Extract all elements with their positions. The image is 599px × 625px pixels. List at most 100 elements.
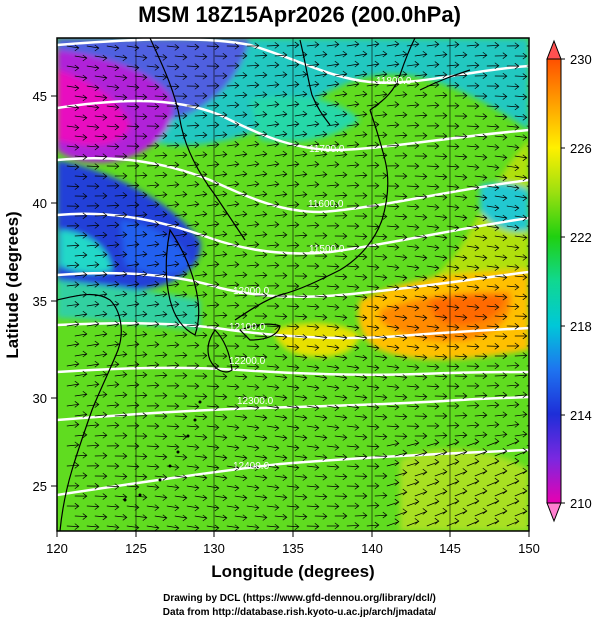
wind-arrow [214,291,228,299]
wind-arrow [446,163,460,171]
wind-arrow [494,447,508,457]
wind-arrow [466,363,480,370]
wind-arrow [174,454,188,461]
wind-arrow [426,363,440,371]
wind-arrow [234,291,248,299]
wind-arrow [354,334,368,342]
wind-arrow [446,41,460,48]
wind-arrow [466,244,480,252]
wind-arrow [274,494,288,501]
wind-arrow [254,130,268,138]
wind-arrow [514,214,528,222]
wind-arrow [406,304,420,312]
wind-arrow [254,150,268,158]
wind-arrow [246,221,260,228]
wind-arrow [86,104,100,111]
wind-arrow [334,453,348,461]
wind-arrow [414,468,428,477]
wind-arrow [494,93,508,100]
wind-arrow [234,111,248,118]
wind-arrow [314,454,328,461]
wind-arrow [454,412,468,419]
wind-arrow [94,212,108,219]
wind-arrow [146,103,160,110]
wind-arrow [535,74,547,80]
wind-arrow [246,200,260,208]
wind-arrow [494,293,508,301]
wind-arrow [326,384,340,392]
wind-arrow [146,422,160,430]
wind-arrow [166,484,180,491]
wind-arrow [354,90,368,98]
wind-arrow [486,103,500,110]
wind-arrow [506,83,520,90]
wind-arrow [486,497,500,507]
wind-arrow [234,131,248,138]
wind-arrow [234,91,248,99]
wind-arrow [386,142,400,149]
wind-arrow [94,114,108,121]
wind-arrow [154,331,168,338]
wind-arrow [446,517,460,527]
wind-arrow [486,164,500,171]
wind-arrow [114,350,128,358]
wind-arrow [366,364,380,372]
y-tick-label: 40 [33,196,47,211]
wind-arrow [334,294,348,301]
wind-arrow [254,251,268,259]
wind-arrow [406,244,420,251]
wind-arrow [154,392,168,399]
wind-arrow [354,253,368,261]
coastlines [57,38,471,531]
wind-arrow [386,101,400,108]
wind-arrow [474,214,488,222]
wind-arrow [294,211,308,219]
wind-arrow [466,517,480,527]
wind-arrow [486,224,500,232]
wind-arrow [154,351,168,359]
wind-arrow [74,330,88,338]
wind-arrow [514,52,528,60]
wind-arrow [254,292,268,299]
wind-arrow [354,512,368,519]
wind-arrow [386,40,400,48]
wind-arrow [114,211,128,219]
wind-arrow [434,234,448,242]
wind-arrow [94,452,108,459]
wind-arrow [326,263,340,270]
wind-arrow [386,264,400,271]
wind-arrow [226,484,240,492]
wind-arrow [466,164,480,171]
wind-arrow [394,374,408,381]
wind-arrow [434,132,448,140]
wind-arrow [186,220,200,228]
wind-arrow [394,131,408,139]
wind-arrow [346,141,360,148]
wind-arrow [274,130,288,138]
wind-arrow [454,174,468,181]
wind-arrow [194,190,208,198]
wind-arrow [206,464,220,472]
wind-arrow [166,181,180,188]
wind-arrow [254,353,268,361]
wind-arrow [514,447,528,457]
wind-arrow [366,463,380,470]
wind-arrow [234,190,248,198]
wind-arrow [266,282,280,289]
wind-arrow [294,293,308,300]
wind-arrow [535,254,547,260]
wind-arrow [234,373,248,381]
wind-arrow [294,354,308,361]
y-tick-label: 35 [33,294,47,309]
wind-arrow [66,502,80,510]
contour-label: 12300.0 [237,396,274,407]
wind-arrow [354,433,368,441]
wind-arrow [306,283,320,290]
wind-arrow [454,133,468,140]
wind-arrow [106,462,120,470]
wind-arrow [334,90,348,98]
wind-arrow [254,374,268,381]
wind-arrow [506,283,520,291]
wind-arrow [334,232,348,240]
wind-arrow [446,497,460,507]
